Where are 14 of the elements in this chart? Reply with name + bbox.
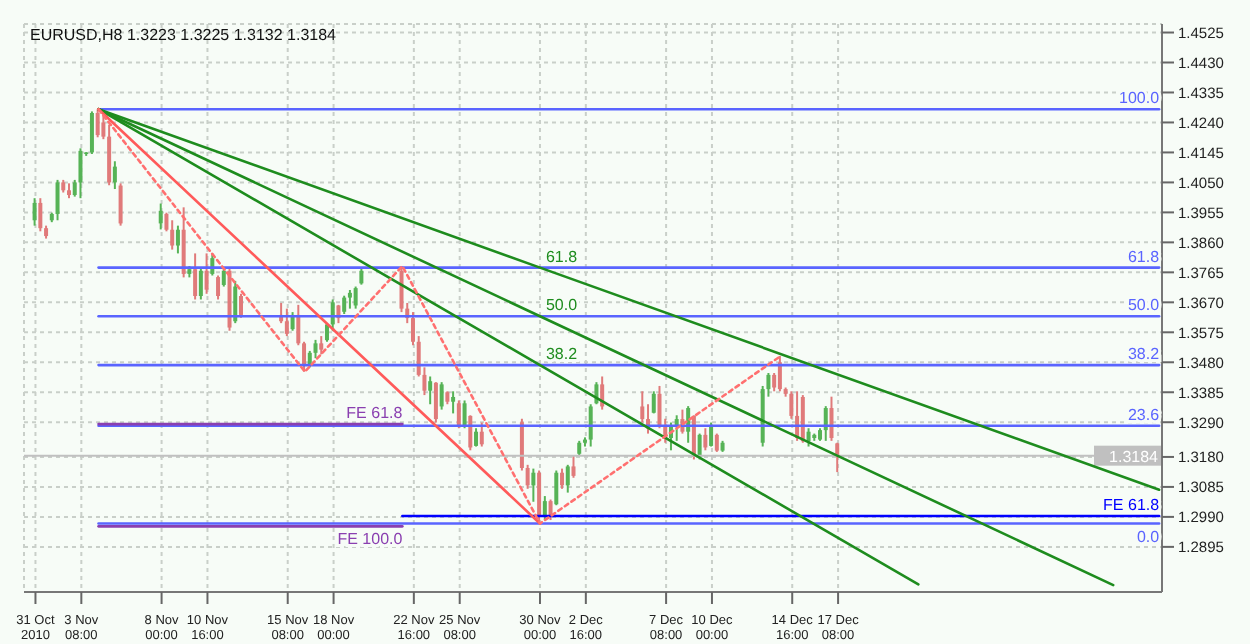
series-label: 38.2 xyxy=(1127,345,1161,364)
series-label: 61.8 xyxy=(545,247,579,266)
chart-title: EURUSD,H8 1.3223 1.3225 1.3132 1.3184 xyxy=(30,26,336,44)
series-label: FE 61.8 xyxy=(346,404,404,423)
series-label: 0.0 xyxy=(1136,527,1161,546)
ref-line-label: 1.3184 xyxy=(1109,447,1160,466)
series-label: FE 100.0 xyxy=(337,530,404,549)
series-label: 23.6 xyxy=(1127,405,1161,424)
series-label: 50.0 xyxy=(1127,296,1161,315)
series-label: 50.0 xyxy=(545,296,579,315)
series-label: 38.2 xyxy=(545,345,579,364)
series-label: 100.0 xyxy=(1119,89,1161,108)
series-label: 61.8 xyxy=(1127,247,1161,266)
series-label: FE 61.8 xyxy=(1103,495,1161,514)
